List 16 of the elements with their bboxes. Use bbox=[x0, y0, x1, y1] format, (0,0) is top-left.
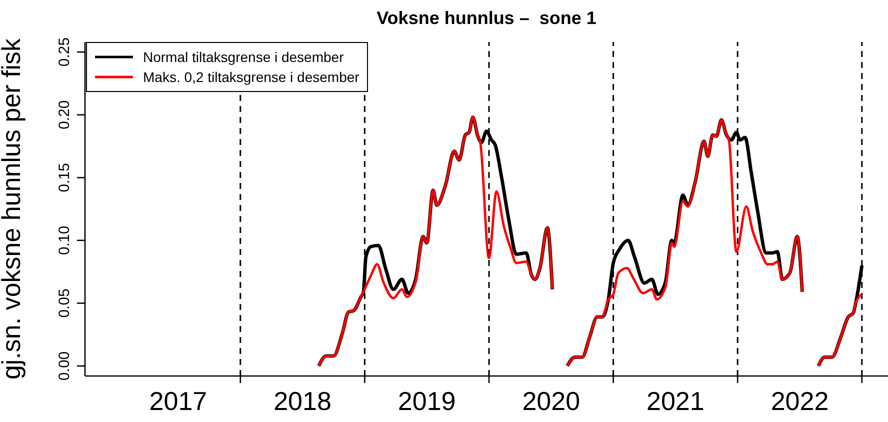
x-tick-label: 2020 bbox=[522, 386, 580, 416]
x-tick-label: 2017 bbox=[149, 386, 208, 416]
y-tick-label: 0.20 bbox=[56, 100, 73, 130]
y-tick-label: 0.15 bbox=[56, 163, 73, 192]
legend-label: Maks. 0,2 tiltaksgrense i desember bbox=[143, 69, 360, 85]
y-tick-label: 0.25 bbox=[56, 37, 73, 67]
y-tick-label: 0.10 bbox=[56, 226, 73, 255]
legend-label: Normal tiltaksgrense i desember bbox=[143, 49, 344, 65]
x-tick-label: 2022 bbox=[770, 386, 829, 416]
x-tick-label: 2019 bbox=[398, 386, 456, 416]
y-tick-label: 0.00 bbox=[56, 351, 73, 381]
x-tick-label: 2018 bbox=[274, 386, 332, 416]
chart-title: Voksne hunnlus – sone 1 bbox=[376, 8, 598, 29]
x-tick-label: 2021 bbox=[646, 386, 704, 416]
y-tick-label: 0.05 bbox=[56, 288, 73, 318]
y-axis-title: gj.sn. voksne hunnlus per fisk bbox=[0, 37, 26, 380]
